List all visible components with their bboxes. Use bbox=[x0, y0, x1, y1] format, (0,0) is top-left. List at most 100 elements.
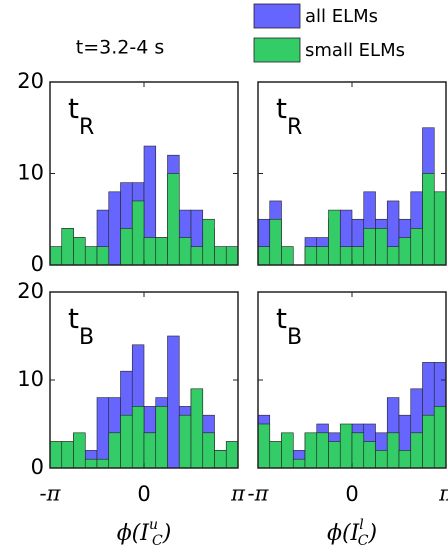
x-label-sub: C bbox=[152, 533, 163, 549]
bar bbox=[178, 237, 192, 266]
bar bbox=[155, 406, 168, 469]
bar bbox=[84, 458, 98, 469]
bar bbox=[202, 218, 215, 266]
bar bbox=[328, 209, 341, 266]
x-label-sup: l bbox=[359, 517, 363, 533]
panel-label-sub: R bbox=[79, 115, 94, 140]
bar bbox=[281, 432, 294, 469]
bar bbox=[304, 432, 318, 469]
bar bbox=[73, 237, 86, 266]
bar bbox=[375, 228, 388, 266]
bar bbox=[190, 388, 204, 469]
bar bbox=[316, 246, 329, 266]
legend-swatch bbox=[253, 37, 301, 63]
bar bbox=[214, 450, 227, 469]
bar bbox=[108, 191, 121, 266]
panel-label: tB bbox=[68, 302, 94, 350]
bar bbox=[84, 246, 98, 266]
panel-label-sub: B bbox=[79, 325, 94, 350]
panel-label: tB bbox=[276, 302, 302, 350]
bar bbox=[225, 246, 239, 266]
bar bbox=[410, 432, 423, 469]
bar bbox=[386, 432, 400, 469]
bar bbox=[363, 228, 376, 266]
bar bbox=[375, 450, 388, 469]
bar bbox=[120, 228, 133, 266]
panel-label-main: t bbox=[276, 302, 287, 335]
y-tick-label: 0 bbox=[31, 455, 44, 479]
bar bbox=[257, 423, 271, 469]
x-tick-label: -π bbox=[248, 482, 270, 506]
bar bbox=[131, 200, 145, 266]
x-axis-label: ϕ(Il C) bbox=[327, 517, 377, 549]
legend-label: all ELMs bbox=[305, 6, 378, 27]
chart-title: t=3.2-4 s bbox=[76, 37, 164, 59]
panel-label-main: t bbox=[276, 92, 287, 125]
bar bbox=[49, 441, 63, 469]
x-tick-label: 0 bbox=[345, 482, 358, 506]
bar bbox=[190, 246, 204, 266]
bar bbox=[143, 237, 157, 266]
y-tick-label: 20 bbox=[17, 69, 44, 93]
bar bbox=[73, 432, 86, 469]
y-tick-label: 10 bbox=[17, 161, 44, 185]
legend-swatch bbox=[253, 3, 301, 29]
bar bbox=[422, 414, 435, 469]
bar bbox=[398, 237, 412, 266]
x-tick-label: 0 bbox=[137, 482, 150, 506]
bar bbox=[339, 246, 353, 266]
x-tick-label: -π bbox=[40, 482, 62, 506]
bar bbox=[351, 246, 365, 266]
bar bbox=[281, 246, 294, 266]
bar bbox=[351, 432, 365, 469]
bar bbox=[143, 432, 157, 469]
y-tick-label: 20 bbox=[17, 279, 44, 303]
panel-label-sub: R bbox=[287, 115, 302, 140]
x-label-close: ) bbox=[162, 521, 172, 546]
panel-label-main: t bbox=[68, 302, 79, 335]
bar bbox=[433, 406, 447, 469]
bar bbox=[422, 173, 435, 266]
bar bbox=[410, 228, 423, 266]
x-label-base: ϕ(I bbox=[117, 521, 151, 546]
bar bbox=[363, 441, 376, 469]
bar bbox=[96, 458, 110, 469]
bar bbox=[328, 441, 341, 469]
x-label-base: ϕ(I bbox=[327, 521, 361, 546]
bar bbox=[49, 246, 63, 266]
bar bbox=[386, 246, 400, 266]
bar bbox=[269, 441, 282, 469]
bar bbox=[292, 458, 306, 469]
x-label-sub: C bbox=[358, 533, 369, 549]
x-label-sup: u bbox=[149, 517, 158, 533]
bar bbox=[96, 397, 110, 469]
bar bbox=[96, 246, 110, 266]
panel-label-sub: B bbox=[287, 325, 302, 350]
bar bbox=[108, 432, 121, 469]
x-tick-label: π bbox=[230, 482, 246, 506]
bar bbox=[61, 228, 74, 266]
y-tick-label: 10 bbox=[17, 367, 44, 391]
bar bbox=[178, 414, 192, 469]
bar bbox=[120, 414, 133, 469]
bar bbox=[433, 191, 447, 266]
bar bbox=[304, 246, 318, 266]
x-tick-label: π bbox=[438, 482, 448, 506]
bar bbox=[316, 432, 329, 469]
legend-label: small ELMs bbox=[305, 40, 405, 61]
bar bbox=[167, 335, 180, 469]
bar bbox=[257, 246, 271, 266]
x-axis-label: ϕ(Iu C) bbox=[117, 517, 172, 549]
bar bbox=[225, 441, 239, 469]
y-tick-label: 0 bbox=[31, 252, 44, 276]
bar bbox=[339, 423, 353, 469]
bar bbox=[155, 237, 168, 266]
bar bbox=[202, 432, 215, 469]
panel-label: tR bbox=[276, 92, 302, 140]
x-label-close: ) bbox=[367, 521, 377, 546]
bar bbox=[398, 450, 412, 469]
bar bbox=[131, 406, 145, 469]
panel-label-main: t bbox=[68, 92, 79, 125]
bar bbox=[167, 173, 180, 266]
